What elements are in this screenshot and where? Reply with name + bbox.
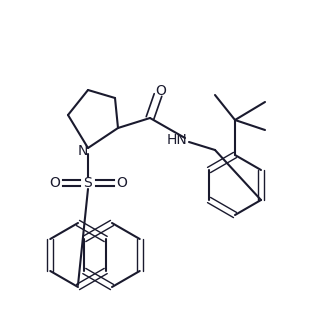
Text: O: O — [50, 176, 60, 190]
Text: N: N — [78, 144, 88, 158]
Text: O: O — [156, 84, 166, 98]
Text: O: O — [117, 176, 127, 190]
Text: S: S — [84, 176, 92, 190]
Text: HN: HN — [167, 133, 187, 147]
